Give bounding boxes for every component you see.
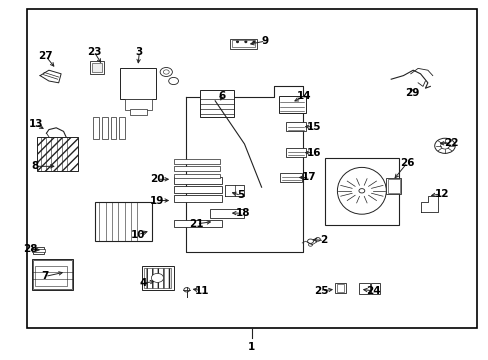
Ellipse shape: [168, 77, 178, 85]
Bar: [370, 283, 380, 294]
Text: 23: 23: [87, 47, 102, 57]
Text: 26: 26: [399, 158, 414, 168]
Bar: [200, 90, 233, 117]
Bar: [90, 61, 104, 74]
Bar: [210, 209, 244, 218]
Bar: [128, 70, 133, 97]
Text: 11: 11: [194, 285, 209, 296]
Bar: [285, 148, 305, 157]
Bar: [35, 266, 66, 286]
Bar: [387, 179, 399, 193]
Bar: [95, 202, 151, 241]
Bar: [129, 109, 146, 115]
Bar: [27, 9, 476, 328]
Bar: [173, 159, 220, 164]
Ellipse shape: [151, 274, 163, 282]
Bar: [334, 283, 345, 293]
Ellipse shape: [440, 143, 448, 149]
Bar: [119, 117, 125, 139]
Text: 7: 7: [41, 271, 49, 282]
Text: 20: 20: [150, 174, 164, 184]
Bar: [93, 117, 99, 139]
Bar: [359, 283, 369, 294]
Text: 1: 1: [248, 342, 255, 352]
Text: 19: 19: [150, 195, 164, 206]
Text: 25: 25: [314, 286, 328, 296]
Bar: [145, 70, 150, 97]
Bar: [142, 266, 173, 290]
Bar: [144, 268, 171, 288]
Bar: [120, 68, 156, 99]
Text: 3: 3: [136, 47, 142, 57]
Text: 5: 5: [237, 190, 244, 201]
Text: 14: 14: [296, 91, 311, 102]
Ellipse shape: [315, 238, 320, 241]
Text: 13: 13: [28, 119, 43, 129]
Bar: [124, 99, 151, 110]
Bar: [32, 249, 45, 252]
Bar: [92, 63, 102, 72]
Text: 4: 4: [139, 278, 146, 288]
Bar: [33, 260, 72, 289]
Text: 22: 22: [444, 138, 458, 148]
Text: 24: 24: [365, 286, 380, 296]
Bar: [173, 195, 222, 202]
Text: 10: 10: [130, 230, 145, 240]
Text: 9: 9: [262, 36, 268, 46]
Bar: [173, 174, 220, 178]
Ellipse shape: [434, 138, 454, 153]
Ellipse shape: [160, 68, 172, 77]
Text: 16: 16: [306, 148, 321, 158]
Bar: [173, 186, 222, 193]
Bar: [386, 178, 400, 194]
Bar: [173, 166, 220, 171]
Bar: [231, 40, 254, 47]
Text: 2: 2: [320, 235, 327, 246]
Text: 27: 27: [38, 51, 53, 61]
Bar: [32, 259, 73, 290]
Bar: [33, 247, 44, 254]
Text: 6: 6: [218, 91, 224, 101]
Bar: [280, 173, 302, 182]
Text: 12: 12: [433, 189, 448, 199]
Ellipse shape: [337, 167, 386, 214]
Bar: [140, 70, 144, 97]
Text: 15: 15: [306, 122, 321, 132]
Text: 29: 29: [404, 88, 419, 98]
Text: 21: 21: [189, 219, 203, 229]
Bar: [110, 117, 116, 139]
Bar: [173, 220, 222, 227]
Ellipse shape: [308, 243, 312, 246]
Ellipse shape: [163, 70, 169, 74]
Text: 17: 17: [302, 172, 316, 183]
Bar: [134, 70, 139, 97]
Bar: [285, 122, 305, 131]
Ellipse shape: [183, 288, 189, 292]
Text: 8: 8: [31, 161, 38, 171]
Ellipse shape: [358, 189, 364, 193]
Text: 18: 18: [236, 208, 250, 218]
Ellipse shape: [307, 239, 313, 243]
Bar: [278, 96, 305, 113]
Bar: [325, 158, 398, 225]
Bar: [102, 117, 107, 139]
Bar: [173, 177, 222, 184]
Text: 28: 28: [23, 244, 38, 254]
Bar: [37, 137, 78, 171]
Bar: [122, 70, 127, 97]
Bar: [229, 39, 256, 49]
Bar: [336, 284, 343, 292]
